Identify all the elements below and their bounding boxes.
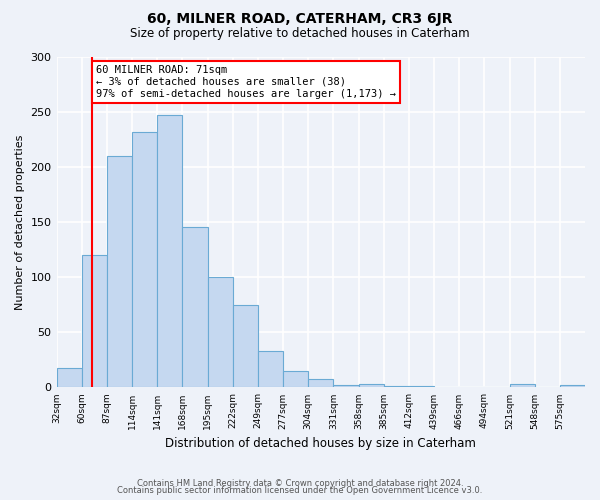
Bar (560, 385, 585, 388)
X-axis label: Distribution of detached houses by size in Caterham: Distribution of detached houses by size … (166, 437, 476, 450)
Bar (182, 228, 208, 388)
Bar (258, 351, 283, 388)
Text: Contains public sector information licensed under the Open Government Licence v3: Contains public sector information licen… (118, 486, 482, 495)
Bar (107, 156, 132, 388)
Bar (509, 384, 535, 388)
Text: 60 MILNER ROAD: 71sqm
← 3% of detached houses are smaller (38)
97% of semi-detac: 60 MILNER ROAD: 71sqm ← 3% of detached h… (96, 66, 396, 98)
Bar (383, 386, 409, 388)
Bar (409, 386, 434, 388)
Bar (359, 384, 383, 388)
Bar (283, 371, 308, 388)
Bar (208, 277, 233, 388)
Bar (56, 368, 82, 388)
Text: Size of property relative to detached houses in Caterham: Size of property relative to detached ho… (130, 28, 470, 40)
Bar (308, 378, 334, 388)
Bar (157, 115, 182, 388)
Bar (132, 132, 157, 388)
Bar (82, 255, 107, 388)
Text: Contains HM Land Registry data © Crown copyright and database right 2024.: Contains HM Land Registry data © Crown c… (137, 478, 463, 488)
Text: 60, MILNER ROAD, CATERHAM, CR3 6JR: 60, MILNER ROAD, CATERHAM, CR3 6JR (147, 12, 453, 26)
Bar (233, 304, 258, 388)
Bar (334, 385, 359, 388)
Y-axis label: Number of detached properties: Number of detached properties (15, 134, 25, 310)
